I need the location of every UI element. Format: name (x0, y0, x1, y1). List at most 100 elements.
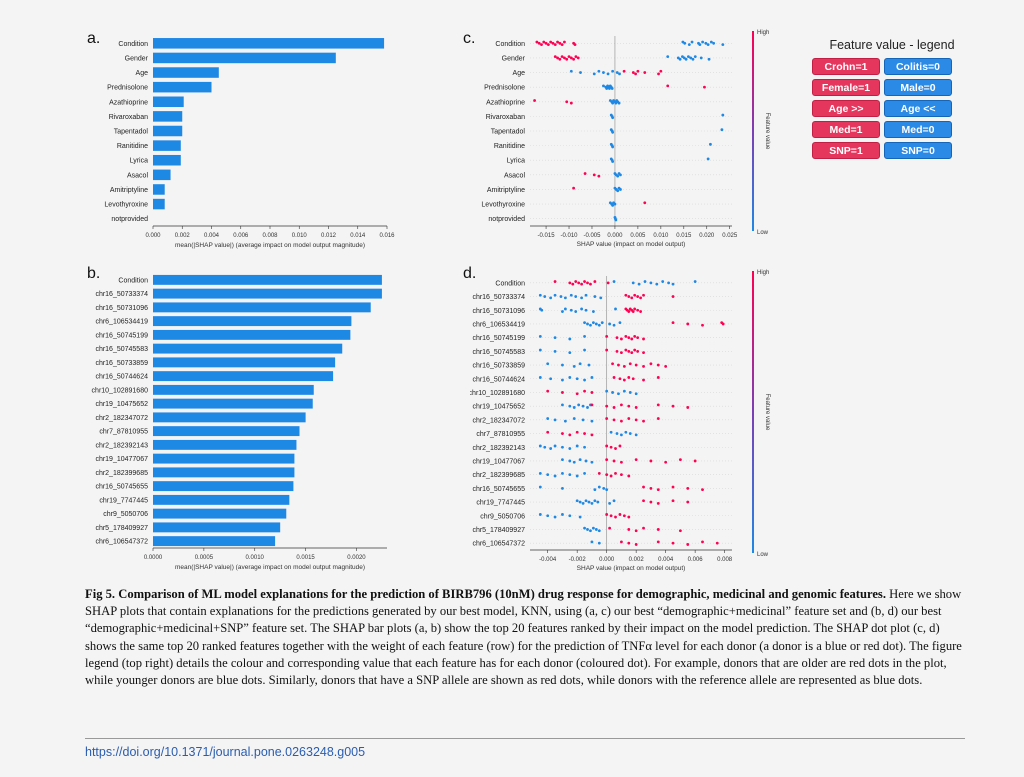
data-point-red (686, 406, 690, 409)
data-point-blue (693, 55, 697, 59)
legend-row: Age >> Age << (812, 100, 972, 117)
data-point-blue (589, 529, 592, 533)
data-point-red (649, 459, 653, 463)
tick-label: -0.005 (583, 233, 601, 239)
data-point-red (627, 515, 631, 519)
data-point-red (586, 281, 589, 285)
data-point-blue (578, 515, 582, 519)
data-point-blue (590, 376, 594, 379)
bar (153, 288, 382, 299)
data-point-blue (586, 322, 589, 326)
data-point-red (664, 364, 668, 368)
data-point-red (576, 56, 580, 60)
bar (153, 125, 183, 137)
data-point-red (563, 56, 566, 60)
data-point-blue (661, 280, 665, 283)
tick-label: Tapentadol (491, 129, 526, 136)
data-point-blue (572, 406, 576, 409)
panel-label-d: d. (463, 265, 477, 282)
doi-link[interactable]: https://doi.org/10.1371/journal.pone.026… (85, 745, 366, 759)
data-point-blue (643, 280, 647, 283)
data-point-blue (583, 471, 586, 475)
data-point-blue (628, 432, 632, 435)
data-point-red (605, 348, 609, 352)
tick-label: chr19_10475652 (472, 404, 525, 411)
tick-label: 0.020 (699, 233, 715, 239)
data-point-blue (615, 432, 619, 435)
data-point-blue (624, 430, 628, 434)
tick-label: chr2_182392143 (95, 442, 148, 449)
data-point-blue (561, 471, 564, 475)
data-point-red (597, 174, 601, 178)
data-point-red (574, 55, 578, 59)
data-point-blue (538, 348, 542, 352)
data-point-blue (614, 307, 617, 311)
tick-label: chr2_182399685 (95, 470, 148, 477)
data-point-blue (612, 499, 616, 503)
tick-label: chr16_50745199 (95, 332, 148, 339)
data-point-red (639, 310, 642, 313)
data-point-red (553, 43, 557, 47)
data-point-blue (593, 488, 597, 492)
data-point-red (721, 322, 725, 326)
data-point-red (649, 362, 653, 366)
bar (153, 274, 382, 285)
data-point-blue (553, 474, 557, 478)
data-point-blue (612, 323, 616, 327)
data-point-red (634, 72, 637, 76)
data-point-blue (684, 57, 688, 61)
data-point-blue (561, 403, 564, 407)
tick-label: 0.002 (175, 233, 191, 239)
data-point-blue (628, 391, 632, 394)
tick-label: Condition (118, 277, 148, 284)
bar (153, 302, 371, 313)
data-point-blue (584, 308, 588, 312)
bar (153, 453, 295, 464)
data-point-blue (686, 55, 690, 59)
tick-label: chr16_50733859 (95, 360, 148, 367)
tick-label: chr19_7747445 (476, 500, 525, 507)
data-point-red (628, 362, 632, 366)
data-point-blue (561, 378, 564, 382)
tick-label: chr16_50733374 (95, 291, 148, 298)
data-point-red (558, 41, 562, 45)
data-point-red (540, 43, 543, 47)
data-point-red (631, 377, 635, 381)
legend-title: Feature value - legend (829, 38, 955, 52)
data-point-red (574, 280, 578, 283)
tick-label: -0.015 (538, 233, 556, 239)
data-point-red (583, 432, 586, 435)
data-point-red (636, 336, 640, 340)
bar (153, 52, 336, 64)
tick-label: chr7_87810955 (99, 429, 148, 436)
tick-label: 0.004 (658, 557, 674, 563)
tick-label: chr10_102891680 (92, 387, 149, 394)
tick-label: chr16_50733374 (472, 294, 525, 301)
data-point-red (611, 362, 614, 366)
data-point-blue (721, 43, 725, 47)
tick-label: chr19_10477067 (95, 456, 148, 463)
data-point-red (589, 282, 592, 286)
tick-label: chr7_87810955 (476, 431, 525, 438)
data-point-blue (706, 43, 710, 47)
data-point-blue (538, 485, 542, 489)
data-point-red (622, 69, 626, 73)
data-point-blue (687, 43, 691, 47)
tick-label: -0.010 (561, 233, 579, 239)
data-point-red (572, 186, 576, 190)
data-point-blue (581, 418, 585, 422)
data-point-blue (575, 444, 579, 448)
data-point-blue (590, 460, 594, 464)
tick-label: Levothyroxine (481, 202, 525, 209)
data-point-red (537, 41, 541, 45)
data-point-blue (580, 296, 584, 300)
data-point-red (659, 69, 663, 73)
data-point-red (671, 485, 675, 489)
data-point-blue (578, 362, 582, 366)
data-point-blue (561, 486, 564, 490)
bar (153, 412, 306, 423)
colorbar-title: Feature value (764, 394, 770, 431)
data-point-red (639, 296, 642, 300)
data-point-red (620, 351, 623, 355)
tick-label: Gender (502, 55, 526, 62)
